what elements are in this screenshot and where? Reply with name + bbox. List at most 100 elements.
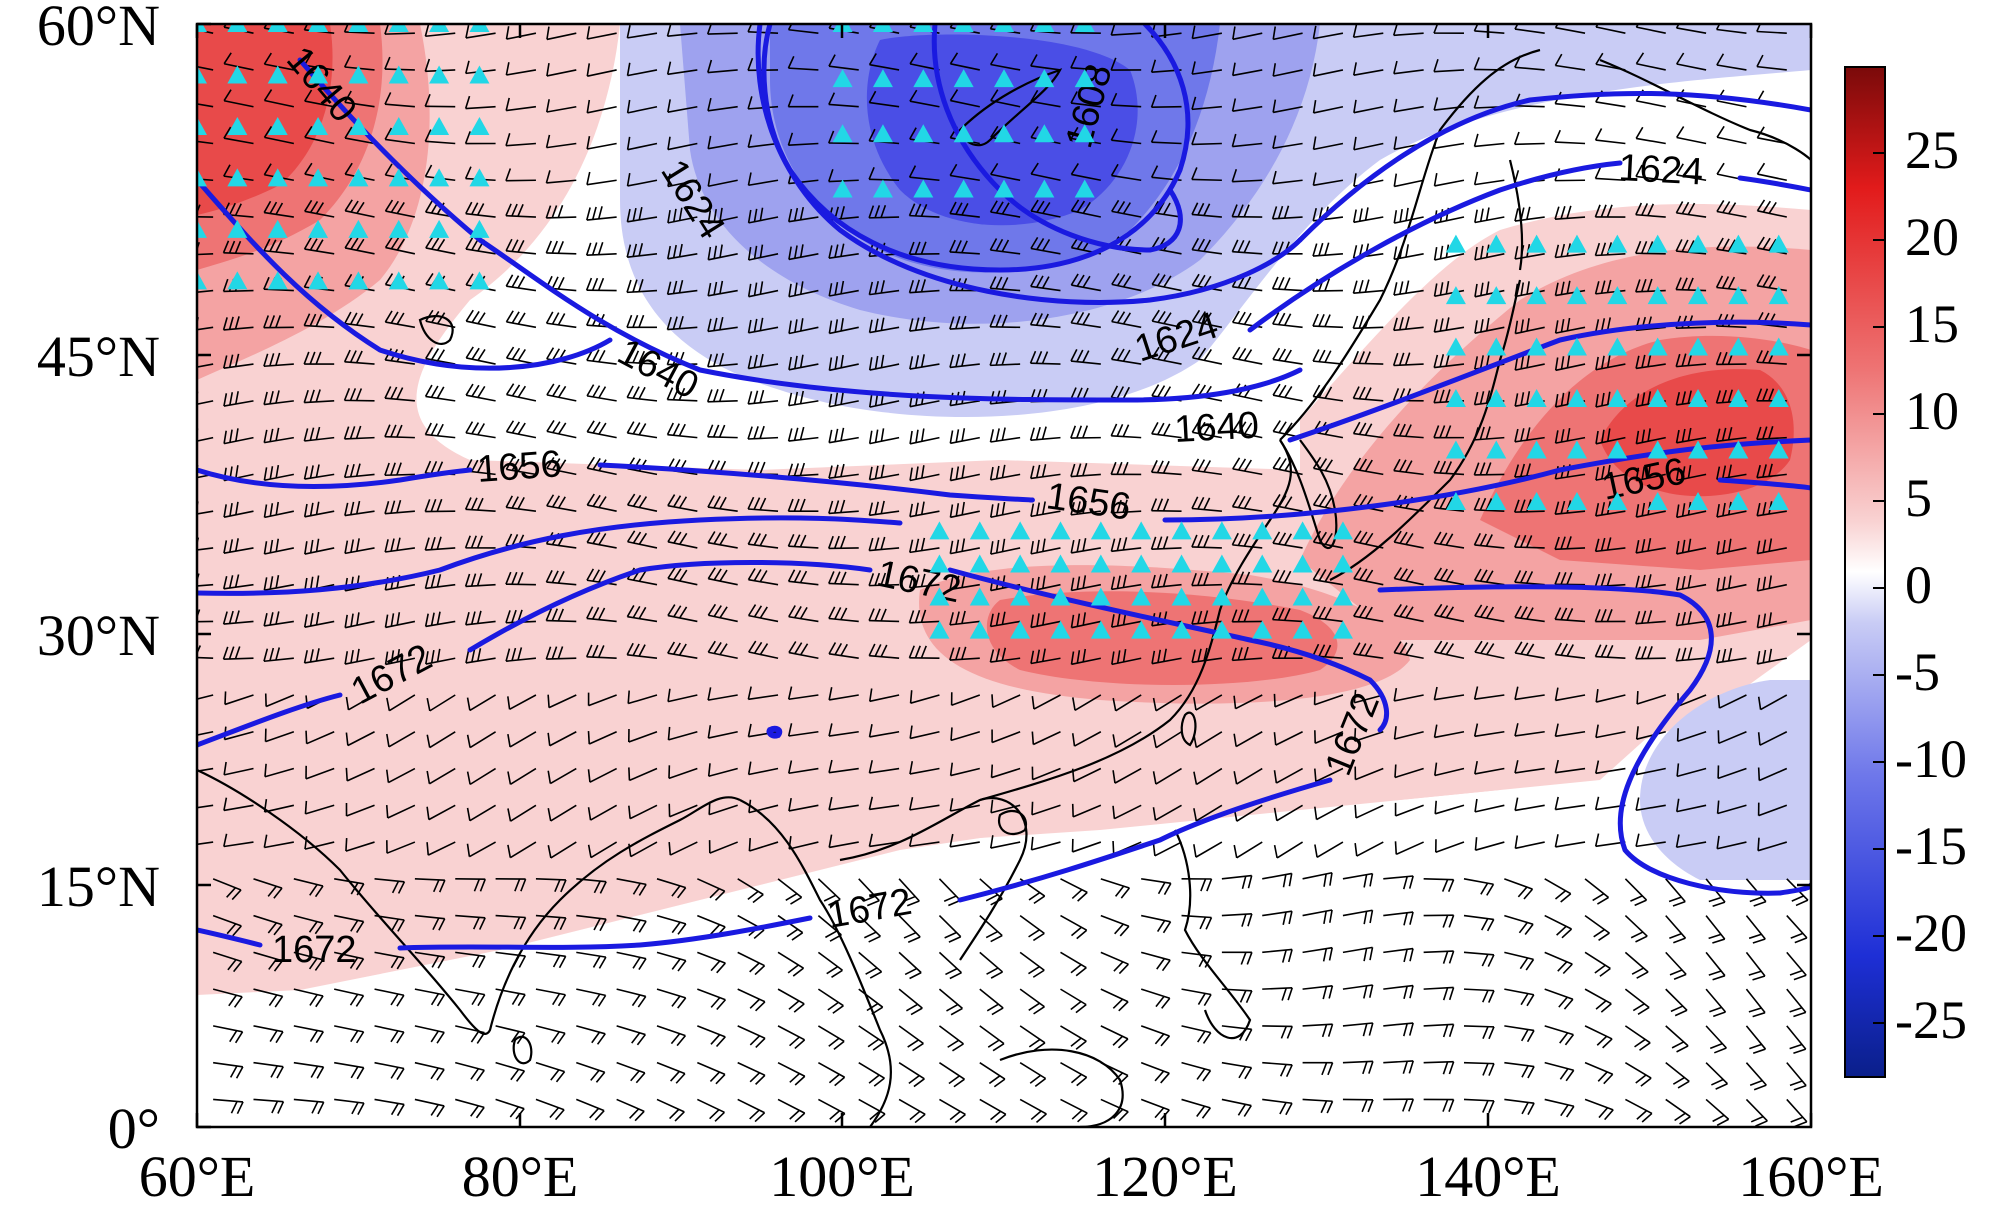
wind-barb [197, 103, 214, 108]
wind-barb [1394, 841, 1424, 856]
significance-marker [1728, 337, 1749, 356]
wind-barb [1595, 428, 1626, 445]
wind-barb [868, 354, 900, 371]
wind-barb [384, 424, 415, 439]
wind-barb [1030, 501, 1061, 518]
wind-barb [576, 914, 607, 932]
significance-marker [1074, 124, 1095, 143]
wind-barb [1151, 309, 1182, 329]
colorbar-tick-neg20: -20 [1895, 903, 1967, 963]
wind-barb [345, 838, 375, 852]
wind-barb [545, 170, 577, 184]
wind-barb [627, 690, 658, 705]
significance-marker [348, 219, 369, 238]
positive-anomaly-max-nw [197, 24, 333, 215]
wind-barb [817, 1025, 845, 1051]
wind-barb [293, 1025, 324, 1044]
wind-barb [1151, 648, 1182, 665]
significance-marker [1647, 286, 1668, 305]
wind-barb [707, 173, 738, 188]
wind-barb [1635, 52, 1666, 71]
wind-barb [1273, 731, 1303, 746]
significance-marker [1034, 69, 1055, 88]
significance-marker [1252, 620, 1273, 639]
wind-barb [908, 645, 940, 660]
significance-marker [267, 65, 288, 84]
wind-barb [1231, 98, 1263, 112]
wind-barb [1110, 499, 1142, 514]
wind-barb [1110, 423, 1142, 439]
wind-barb [991, 729, 1021, 744]
wind-barb [1635, 538, 1666, 554]
significance-marker [1566, 491, 1587, 510]
wind-barb [374, 1061, 405, 1080]
wind-barb [1060, 914, 1088, 940]
wind-barb [1029, 426, 1061, 441]
wind-barb [455, 988, 486, 1007]
wind-barb [616, 951, 647, 970]
significance-marker [1566, 337, 1587, 356]
wind-barb [737, 1061, 766, 1085]
wind-barb [1262, 987, 1293, 1001]
wind-barb [1272, 383, 1303, 402]
wind-barb [1717, 765, 1747, 780]
significance-marker [267, 116, 288, 135]
wind-barb [1433, 460, 1465, 476]
wind-barb [1433, 59, 1465, 73]
wind-barb [737, 878, 764, 904]
wind-barb [747, 532, 779, 549]
wind-barb [1151, 273, 1182, 292]
wind-barb [1393, 726, 1424, 740]
wind-barb [303, 351, 335, 365]
wind-barb [1070, 500, 1101, 516]
significance-marker [1486, 337, 1507, 356]
contour-label-1624-east: 1624 [1618, 147, 1705, 193]
wind-barb [868, 572, 900, 587]
colorbar-tick-0: 0 [1905, 555, 1932, 615]
significance-marker [429, 116, 450, 135]
wind-barb [626, 421, 658, 439]
wind-barb [1181, 1025, 1212, 1044]
wind-barb [748, 640, 779, 660]
wind-barb [334, 914, 365, 933]
wind-barb [868, 464, 900, 481]
wind-barb [707, 640, 738, 660]
wind-barb [1756, 612, 1787, 629]
wind-barb [1635, 202, 1666, 218]
significance-marker [348, 168, 369, 187]
coastline-borneo [999, 1048, 1124, 1127]
significance-marker [1526, 234, 1547, 253]
wind-barb [1272, 347, 1303, 365]
wind-barb [1665, 878, 1686, 907]
wind-barb [1191, 534, 1222, 549]
colorbar-tick-neg25: -25 [1895, 990, 1967, 1050]
wind-barb [828, 318, 859, 335]
wind-barb [1463, 878, 1495, 896]
wind-barb [1191, 496, 1222, 512]
wind-barb [1676, 763, 1707, 778]
wind-barb [1473, 133, 1505, 148]
contour-1624-far-east [1737, 175, 1811, 193]
significance-marker [469, 65, 490, 84]
wind-barb [1312, 25, 1344, 40]
wind-barb [1786, 1025, 1807, 1055]
significance-marker [832, 124, 853, 143]
colorbar-tick-20: 20 [1905, 207, 1959, 267]
wind-barb [1786, 951, 1807, 981]
wind-barb [1383, 1022, 1414, 1037]
wind-barb [586, 530, 617, 549]
wind-barb [507, 694, 537, 710]
wind-barb [1544, 914, 1573, 939]
wind-barb [626, 206, 658, 223]
wind-barb [747, 281, 779, 298]
wind-barb [908, 241, 940, 255]
wind-barb [1110, 92, 1142, 108]
significance-marker [197, 219, 207, 238]
wind-barb [1193, 694, 1223, 711]
wind-barb [667, 641, 698, 660]
wind-barb [777, 878, 803, 905]
significance-marker [1486, 440, 1507, 459]
wind-barb [666, 315, 698, 331]
wind-barb [1594, 760, 1626, 775]
significance-marker [1607, 286, 1628, 305]
